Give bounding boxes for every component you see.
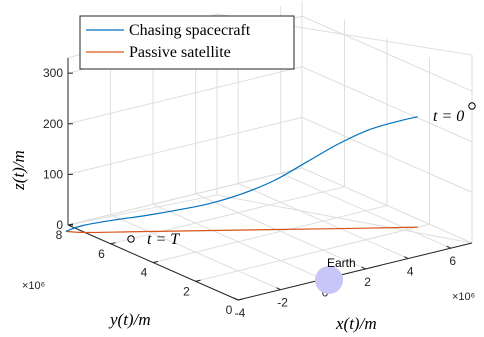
- series-passive-satellite: [65, 226, 418, 234]
- y-tick-label-0: 0: [226, 303, 233, 317]
- y-tick-mark-0: [237, 298, 244, 301]
- grid-z-2: [67, 66, 473, 143]
- x-tick-mark-5: [446, 245, 451, 249]
- z-axis-label: z(t)/m: [9, 150, 28, 191]
- x-tick-label-1: -2: [277, 296, 288, 310]
- z-tick-label-1: 100: [43, 167, 63, 181]
- y-tick-mark-1: [195, 279, 201, 282]
- annotation-t-0: t = 0: [433, 108, 464, 125]
- x-tick-mark-4: [403, 256, 409, 259]
- grid-y-3: [110, 19, 345, 245]
- legend-label-chasing: Chasing spacecraft: [129, 22, 251, 39]
- earth-marker: [315, 266, 343, 294]
- z-tick-label-3: 300: [43, 66, 63, 80]
- y-ticks: 0 2 4 6 8: [56, 223, 244, 317]
- z-ticks: 0 100 200 300: [43, 66, 73, 232]
- y-tick-label-2: 4: [141, 266, 148, 280]
- y-tick-mark-4: [67, 223, 74, 226]
- legend-label-passive: Passive satellite: [129, 44, 231, 61]
- grid-y-1: [195, 57, 430, 282]
- y-exponent: ×10⁶: [22, 280, 45, 292]
- y-axis-label: y(t)/m: [108, 310, 151, 329]
- annotation-t-T: t = T: [147, 231, 180, 248]
- x-tick-label-0: -4: [235, 306, 246, 320]
- back-wall-x: [216, 13, 473, 244]
- grid-y-4: [67, 1, 303, 226]
- y-tick-label-1: 2: [183, 284, 190, 298]
- legend: Chasing spacecraft Passive satellite: [79, 15, 295, 70]
- start-point-marker: [468, 102, 476, 110]
- x-tick-mark-0: [233, 297, 239, 301]
- legend-box: [79, 15, 295, 70]
- grid-y-2: [152, 38, 388, 263]
- y-tick-mark-3: [110, 242, 116, 245]
- y-tick-label-4: 8: [56, 228, 63, 242]
- z-tick-label-2: 200: [43, 117, 63, 131]
- x-tick-mark-3: [361, 266, 366, 270]
- x-tick-label-5: 6: [449, 254, 456, 268]
- x-tick-label-3: 2: [364, 275, 371, 289]
- grid-z-1: [67, 116, 473, 193]
- x-tick-mark-1: [276, 287, 281, 291]
- x-axis-label: x(t)/m: [335, 314, 377, 333]
- x-axis-line: [237, 242, 473, 301]
- earth-label: Earth: [327, 256, 356, 270]
- end-point-marker: [127, 235, 135, 243]
- y-tick-mark-2: [152, 261, 159, 263]
- series-chasing-spacecraft: [65, 116, 418, 232]
- x-tick-label-4: 4: [407, 265, 414, 279]
- x-exponent: ×10⁶: [452, 291, 475, 303]
- z-tick-label-0: 0: [56, 218, 63, 232]
- y-tick-label-3: 6: [98, 247, 105, 261]
